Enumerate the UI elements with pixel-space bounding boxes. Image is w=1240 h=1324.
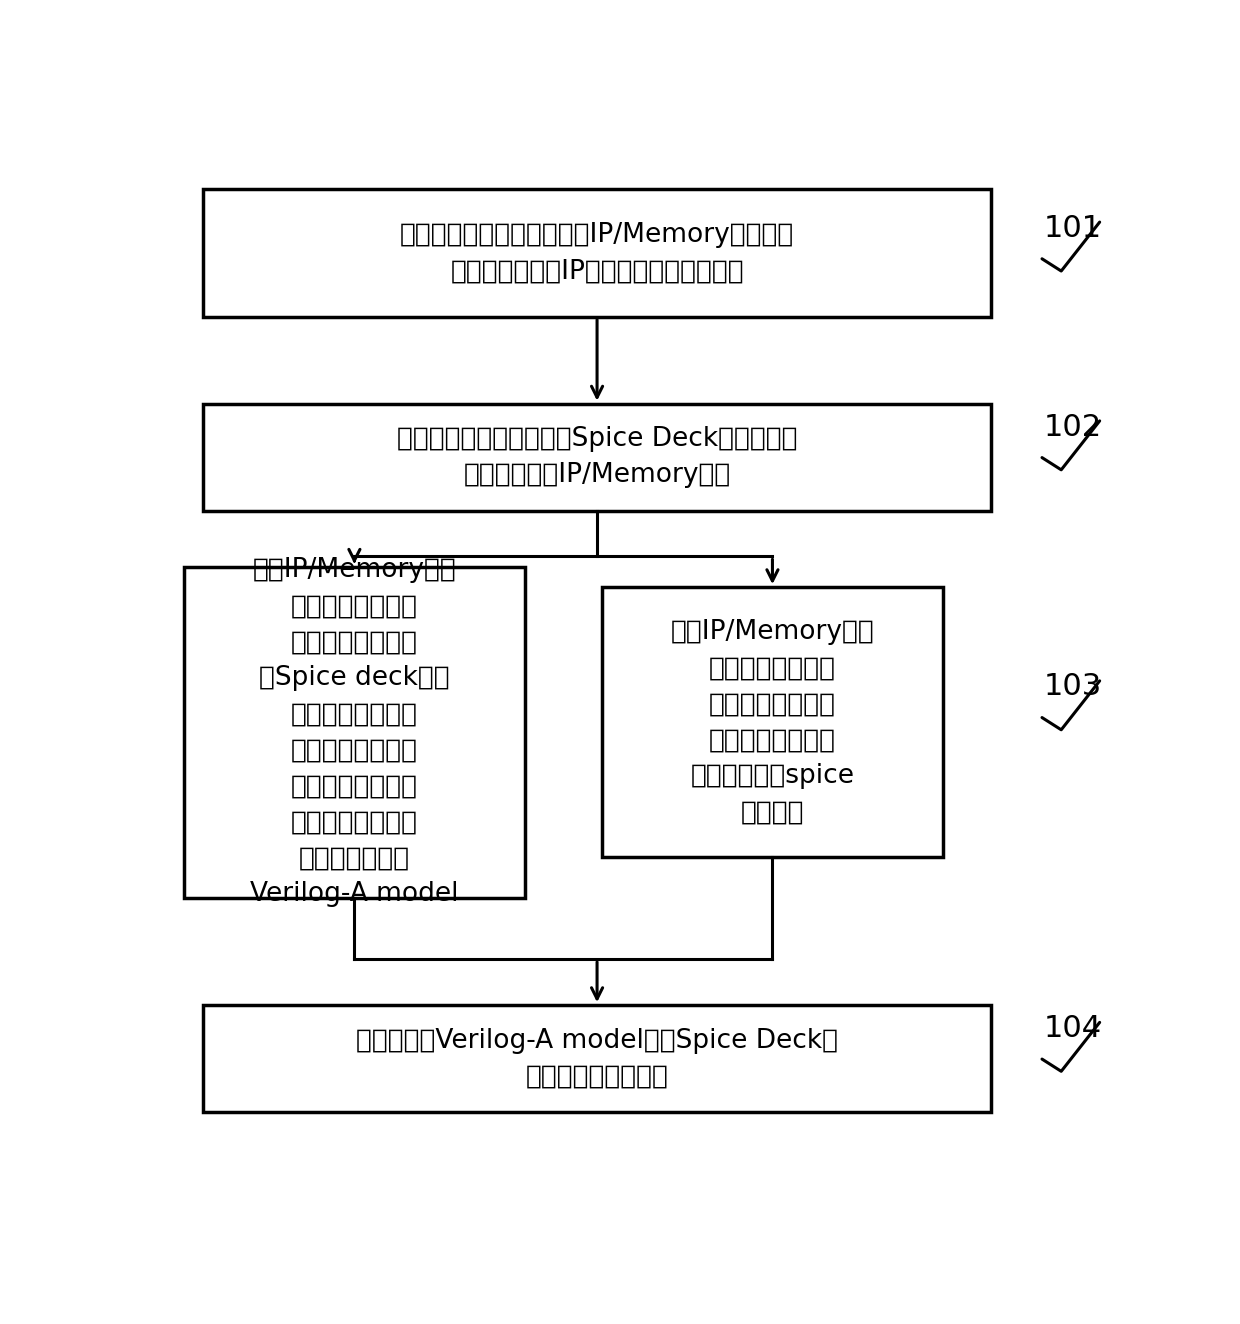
Text: 读取关键路径以及对应的Spice Deck文件，找出
关键路径上的IP/Memory器件: 读取关键路径以及对应的Spice Deck文件，找出 关键路径上的IP/Memo… [397, 426, 797, 489]
Text: 101: 101 [1044, 213, 1102, 242]
Text: 将所产生的Verilog-A model代入Spice Deck，
从而仿真整条路径。: 将所产生的Verilog-A model代入Spice Deck， 从而仿真整条… [356, 1027, 838, 1090]
Bar [203, 404, 991, 511]
Text: 103: 103 [1044, 673, 1102, 702]
Bar [203, 189, 991, 316]
Text: 如果IP/Memory在时
序路径的起始点或
中间节点，则要根
据Spice deck中的
时序边（即输入和
输出引脚以及上升
或下降沿）从时序
库文件中给定的: 如果IP/Memory在时 序路径的起始点或 中间节点，则要根 据Spice d… [250, 557, 459, 907]
Bar [184, 567, 525, 898]
Text: 如果IP/Memory在时
序路径的结束点，
只需从时序库文件
中获取引脚上的电
容值，加入到spice
中去即可: 如果IP/Memory在时 序路径的结束点， 只需从时序库文件 中获取引脚上的电… [671, 620, 874, 825]
Bar [601, 587, 942, 857]
Text: 102: 102 [1044, 413, 1102, 441]
Text: 读取当前工艺条件下的包含IP/Memory的时序库
文件，分析每个IP输入输出引脚的时序边: 读取当前工艺条件下的包含IP/Memory的时序库 文件，分析每个IP输入输出引… [401, 222, 794, 285]
Text: 104: 104 [1044, 1014, 1102, 1043]
Bar [203, 1005, 991, 1112]
